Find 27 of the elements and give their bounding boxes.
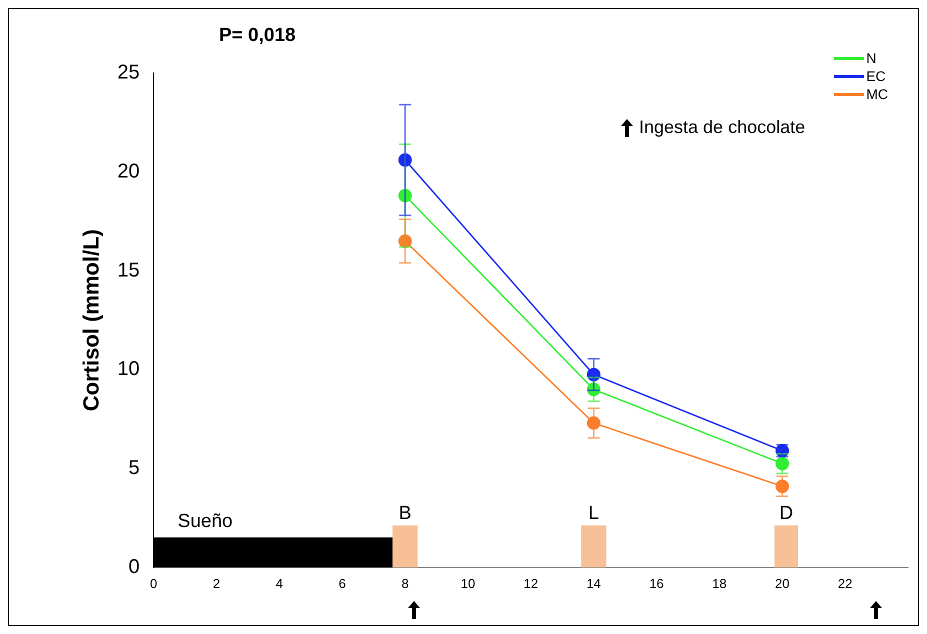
annotation: Ingesta de chocolate	[639, 117, 806, 138]
x-tick-label: 22	[838, 576, 852, 591]
x-tick-label: 10	[460, 576, 476, 591]
x-tick-label: 14	[586, 576, 601, 591]
x-tick-label: 0	[150, 576, 158, 591]
y-tick-label: 25	[117, 62, 140, 84]
x-tick-label: 4	[276, 576, 283, 591]
band-label: Sueño	[178, 511, 233, 532]
x-tick-label: 2	[212, 576, 220, 591]
band-label: D	[779, 503, 794, 524]
legend-label: EC	[866, 68, 886, 84]
text: P= 0,018	[219, 25, 296, 47]
x-tick-label: 16	[649, 576, 664, 591]
y-tick-label: 5	[128, 457, 140, 480]
y-tick-label: 20	[117, 160, 140, 182]
x-tick-label: 18	[712, 576, 727, 591]
x-tick-label: 12	[524, 576, 538, 591]
x-tick-label: 20	[775, 576, 790, 591]
y-tick-label: 10	[117, 358, 140, 380]
x-tick-label: 8	[401, 576, 409, 591]
y-axis-title: Cortisol (mmol/L)	[78, 229, 104, 412]
y-tick-label: 15	[117, 259, 140, 282]
band-label: L	[588, 503, 599, 524]
band-label: B	[398, 503, 412, 524]
x-tick-label: 6	[338, 576, 346, 591]
legend-label: MC	[866, 86, 888, 102]
legend-label: N	[866, 50, 876, 66]
